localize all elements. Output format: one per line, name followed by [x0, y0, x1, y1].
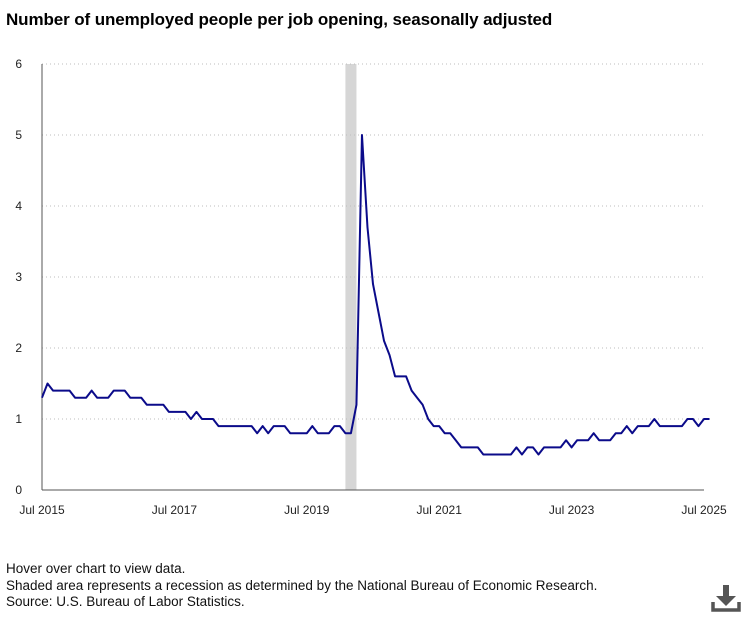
x-tick-labels: Jul 2015 Jul 2017 Jul 2019 Jul 2021 Jul 2023…: [19, 503, 727, 517]
y-tick-label: 1: [15, 412, 22, 426]
hover-note: Hover over chart to view data.: [6, 561, 186, 576]
y-tick-label: 2: [15, 341, 22, 355]
series-layer[interactable]: [41, 134, 710, 456]
download-icon: [711, 585, 741, 612]
x-tick-label: Jul 2023: [549, 503, 595, 517]
x-tick-label: Jul 2021: [417, 503, 463, 517]
download-button[interactable]: [710, 582, 742, 614]
y-tick-label: 6: [15, 57, 22, 71]
y-tick-labels: 0 1 2 3 4 5 6: [15, 57, 22, 497]
chart-notes: Hover over chart to view data. Shaded ar…: [6, 561, 597, 611]
x-tick-label: Jul 2019: [284, 503, 330, 517]
recession-note: Shaded area represents a recession as de…: [6, 577, 598, 593]
x-tick-label: Jul 2015: [19, 503, 65, 517]
y-tick-label: 5: [15, 128, 22, 142]
x-tick-label: Jul 2017: [152, 503, 198, 517]
y-tick-label: 3: [15, 270, 22, 284]
line-chart[interactable]: 0 1 2 3 4 5 6 Jul 2015 Jul 2017 Jul 2019 Jul 2021…: [0, 0, 745, 560]
axes: [41, 64, 704, 491]
gridlines: [42, 63, 704, 420]
y-tick-label: 0: [15, 483, 22, 497]
chart-title: Number of unemployed people per job open…: [6, 10, 553, 29]
y-tick-label: 4: [15, 199, 22, 213]
x-tick-label: Jul 2025: [681, 503, 727, 517]
series-line[interactable]: [41, 134, 710, 456]
source-note: Source: U.S. Bureau of Labor Statistics.: [6, 594, 245, 609]
